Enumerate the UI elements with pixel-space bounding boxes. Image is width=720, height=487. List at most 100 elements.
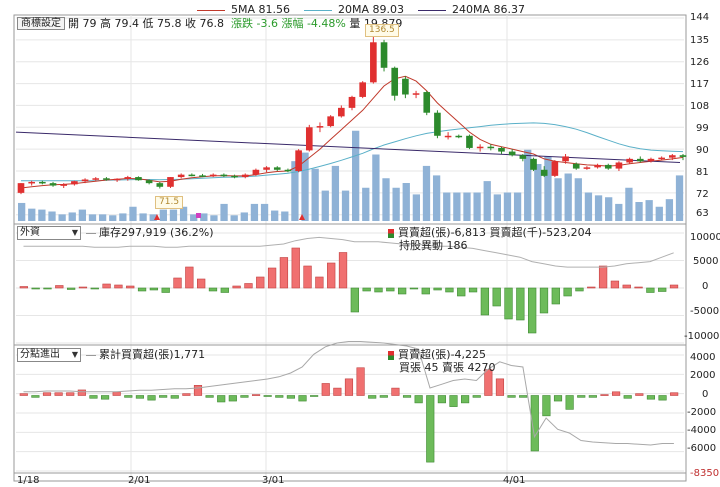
foreign-holding-line — [23, 236, 674, 268]
foreign-net-bar — [669, 284, 679, 289]
branch-net-bar — [310, 395, 319, 397]
legend-ma240: 240MA 86.37 — [418, 3, 525, 16]
ma20-swatch — [304, 9, 332, 11]
candle-body — [626, 158, 633, 163]
candle-body — [391, 67, 399, 96]
candle-body — [540, 169, 548, 176]
candle-body — [519, 155, 527, 159]
foreign-net-bar — [634, 286, 643, 289]
volume-bar — [311, 168, 319, 221]
branch-net-bar — [612, 391, 621, 396]
branch-net-bar — [670, 392, 679, 396]
foreign-y-tick: 0 — [702, 281, 709, 292]
foreign-investor-select[interactable]: 外資 ▼ — [17, 226, 81, 240]
net-swatch — [388, 228, 394, 238]
branch-net-bar — [588, 395, 597, 398]
foreign-net-bar — [161, 287, 170, 293]
volume-bar — [574, 178, 582, 221]
candlesticks — [17, 36, 687, 195]
candle-body — [370, 42, 377, 83]
branch-select-value: 分點進出 — [20, 349, 60, 360]
moving-average-lines — [15, 75, 684, 189]
x-tick: 2/01 — [128, 475, 151, 486]
volume-bar — [544, 156, 552, 221]
foreign-net-bar — [551, 287, 560, 305]
volume-bar — [220, 203, 228, 221]
branch-net-bar — [170, 395, 179, 399]
foreign-net-bar — [386, 287, 395, 292]
foreign-net-bar — [303, 265, 312, 289]
candle-body — [583, 167, 591, 169]
branch-net-label: 買賣超(張)-4,225 — [388, 348, 486, 361]
volume-bar — [665, 199, 674, 221]
branch-net-bar — [89, 395, 98, 399]
chevron-down-icon: ▼ — [71, 228, 78, 237]
branch-net-bar — [193, 385, 203, 396]
volume-bar — [352, 130, 360, 221]
candle-body — [28, 181, 35, 184]
x-tick: 3/01 — [262, 475, 285, 486]
foreign-net-bar — [78, 286, 88, 289]
foreign-net-bar — [504, 287, 513, 320]
volume-bar — [321, 190, 329, 221]
foreign-net-bar — [598, 265, 608, 289]
foreign-y-tick: 5000 — [693, 256, 719, 267]
candle-body — [658, 157, 665, 160]
low-value: 低 75.8 — [142, 17, 182, 30]
branch-cumulative-line — [23, 341, 674, 446]
candle-body — [444, 135, 452, 138]
branch-net-bar — [437, 395, 446, 404]
foreign-net-bar — [114, 284, 123, 289]
event-triangle — [154, 214, 160, 220]
volume-bar — [513, 192, 522, 221]
change-value: 漲跌 -3.6 — [231, 17, 278, 30]
candle-body — [615, 162, 623, 169]
branch-net-bar — [112, 391, 121, 396]
candle-body — [167, 177, 174, 187]
volume-bar — [432, 175, 441, 221]
foreign-net-bar — [31, 287, 40, 290]
branch-net-bar — [77, 389, 86, 396]
foreign-net-bar — [658, 287, 667, 292]
branch-net-bar — [565, 395, 574, 410]
cumulative-line-swatch — [86, 354, 96, 356]
candle-body — [220, 174, 228, 177]
candle-body — [594, 164, 601, 168]
foreign-net-bar — [197, 278, 206, 289]
branch-y-tick: 2000 — [690, 370, 716, 381]
foreign-holding-label: 持股異動 186 — [399, 239, 468, 252]
candle-body — [530, 158, 537, 170]
volume-bar — [594, 195, 603, 221]
price-y-tick: 126 — [690, 57, 710, 68]
volume-bar — [503, 192, 512, 221]
event-triangle — [299, 214, 305, 220]
foreign-net-bar — [397, 287, 407, 295]
branch-net-bar — [402, 395, 412, 398]
candle-body — [434, 112, 441, 136]
volume-bar — [635, 202, 643, 221]
ma20-line — [21, 122, 684, 182]
foreign-y-tick: -10000 — [684, 331, 720, 342]
candle-body — [498, 147, 505, 152]
candle-body — [231, 175, 238, 178]
foreign-net-bar — [149, 287, 159, 291]
volume-bar — [392, 187, 400, 221]
foreign-net-bar — [126, 285, 135, 289]
x-tick: 1/18 — [17, 475, 40, 486]
foreign-net-bar — [137, 287, 147, 292]
candle-body — [636, 158, 644, 162]
foreign-net-bar — [457, 287, 466, 297]
candle-body — [466, 135, 473, 148]
volume-bar — [291, 161, 299, 221]
volume-bar — [402, 183, 410, 221]
ma5-swatch — [197, 9, 225, 11]
volume-bar — [584, 192, 593, 221]
price-y-tick: 99 — [696, 123, 709, 134]
settings-button[interactable]: 商標設定 — [17, 17, 65, 30]
candle-body — [402, 78, 409, 95]
branch-select[interactable]: 分點進出 ▼ — [17, 348, 81, 362]
candle-body — [284, 169, 292, 172]
candle-body — [199, 175, 206, 177]
candle-body — [487, 146, 495, 149]
